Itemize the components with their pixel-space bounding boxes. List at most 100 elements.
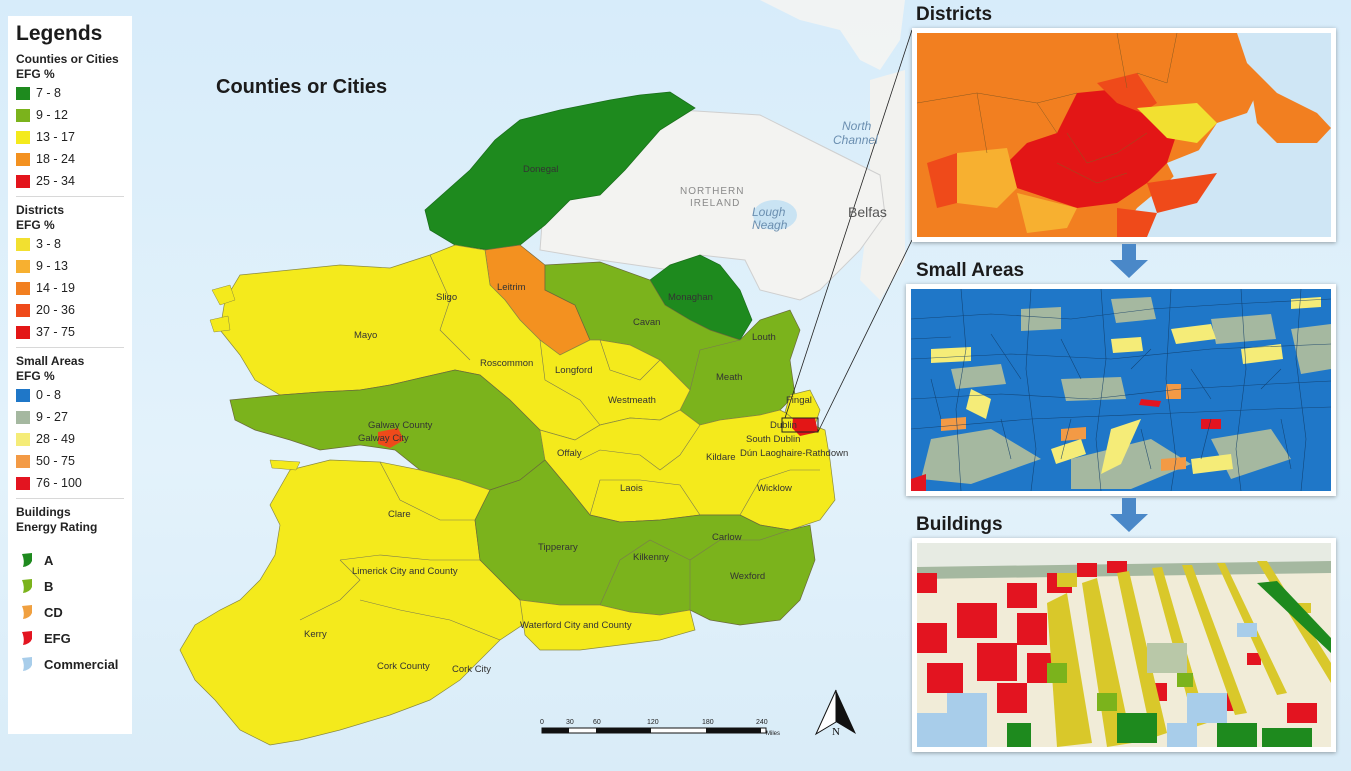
legend-label: 25 - 34 [36,174,75,188]
legend-label: 13 - 17 [36,130,75,144]
lough-label-1: Lough [752,205,786,219]
shield-icon [22,605,32,619]
legend-swatch [16,281,30,295]
lough-label-2: Neagh [752,218,788,232]
legend-small-areas-list: 0 - 8 9 - 27 28 - 49 50 - 75 76 - 100 [16,384,124,494]
legend-buildings-heading: Buildings [16,505,71,519]
buildings-3d-view [917,543,1331,747]
legend-swatch [16,454,30,468]
legend-swatch [16,237,30,251]
label-kildare: Kildare [706,452,736,463]
ni-label-2: IRELAND [690,198,740,209]
legend-title: Legends [16,22,103,45]
label-dublin: Dublin [770,420,797,431]
legend-item: 14 - 19 [16,277,124,299]
legend-item: 76 - 100 [16,472,124,494]
legend-label: 76 - 100 [36,476,82,490]
region-munster-west[interactable] [179,459,531,746]
label-clare: Clare [388,509,411,520]
legend-small-areas-heading: Small Areas [16,354,85,368]
legend-label: CD [44,604,63,620]
legend-label: 0 - 8 [36,388,62,402]
legend-swatch [16,476,30,490]
shield-icon [22,631,32,645]
legend-item: 28 - 49 [16,428,124,450]
legend-label: 18 - 24 [36,152,75,166]
legend-label: 20 - 36 [36,303,75,317]
label-sligo: Sligo [436,292,457,303]
belfast-label: Belfas [848,204,887,220]
label-roscommon: Roscommon [480,358,533,369]
label-wexford: Wexford [730,571,765,582]
label-longford: Longford [555,365,593,376]
north-label: N [832,726,840,738]
legend-item: Commercial [16,651,124,677]
legend-label: A [44,552,54,568]
map-title: Counties or Cities [216,76,388,98]
legend-label: 9 - 13 [36,259,68,273]
legend-counties-heading: Counties or Cities [16,52,119,66]
scale-bar: 0 30 60 120 180 240 Miles [540,719,780,737]
legend-counties-unit: EFG % [16,67,55,81]
label-wicklow: Wicklow [757,483,792,494]
scale-tick: 0 [540,719,544,726]
scale-unit: Miles [766,731,780,737]
label-louth: Louth [752,332,776,343]
legend-item: EFG [16,625,124,651]
legend-item: 3 - 8 [16,233,124,255]
ni-label-1: NORTHERN [680,186,744,197]
legend-item: 18 - 24 [16,148,124,170]
legend-item: CD [16,599,124,625]
legend-swatch [16,259,30,273]
districts-map [917,33,1331,237]
districts-panel-title: Districts [916,4,993,25]
legend-item: 9 - 12 [16,104,124,126]
arrow-down-icon [1110,244,1148,278]
legend-swatch [16,388,30,402]
legend-swatch [16,303,30,317]
legend-districts-unit: EFG % [16,218,55,232]
label-laois: Laois [620,483,643,494]
label-mayo: Mayo [354,330,377,341]
shield-icon [22,553,32,567]
legend-label: EFG [44,630,71,646]
legend-label: 37 - 75 [36,325,75,339]
legend-swatch [16,432,30,446]
label-offaly: Offaly [557,448,582,459]
legend-swatch [16,108,30,122]
label-leitrim: Leitrim [497,282,526,293]
buildings-panel-title: Buildings [916,514,1003,535]
districts-panel[interactable] [912,28,1336,242]
legend-label: 28 - 49 [36,432,75,446]
label-carlow: Carlow [712,532,742,543]
legend-item: 25 - 34 [16,170,124,192]
legend-item: 37 - 75 [16,321,124,343]
small-areas-panel[interactable] [906,284,1336,496]
buildings-panel[interactable] [912,538,1336,752]
label-south-dublin: South Dublin [746,434,800,445]
legend-item: B [16,573,124,599]
legend-buildings-subheading: Energy Rating [16,520,98,534]
label-galway-city: Galway City [358,433,409,444]
legend-item: 9 - 27 [16,406,124,428]
label-cork-city: Cork City [452,664,491,675]
legend-divider [16,196,124,197]
legend-swatch [16,325,30,339]
legend-item: 9 - 13 [16,255,124,277]
legend-divider [16,498,124,499]
shield-icon [22,657,32,671]
legend-swatch [16,152,30,166]
sea-label-2: Channel [833,133,878,147]
legend-label: 9 - 27 [36,410,68,424]
legend-panel: Legends Counties or Cities EFG % 7 - 8 9… [8,16,132,734]
label-westmeath: Westmeath [608,395,656,406]
label-limerick: Limerick City and County [352,566,458,577]
legend-swatch [16,174,30,188]
legend-swatch [16,86,30,100]
arrow-down-icon [1110,498,1148,532]
legend-label: 7 - 8 [36,86,62,100]
legend-item: A [16,547,124,573]
label-tipperary: Tipperary [538,542,578,553]
legend-swatch [16,410,30,424]
galway-city-area[interactable] [378,428,404,448]
